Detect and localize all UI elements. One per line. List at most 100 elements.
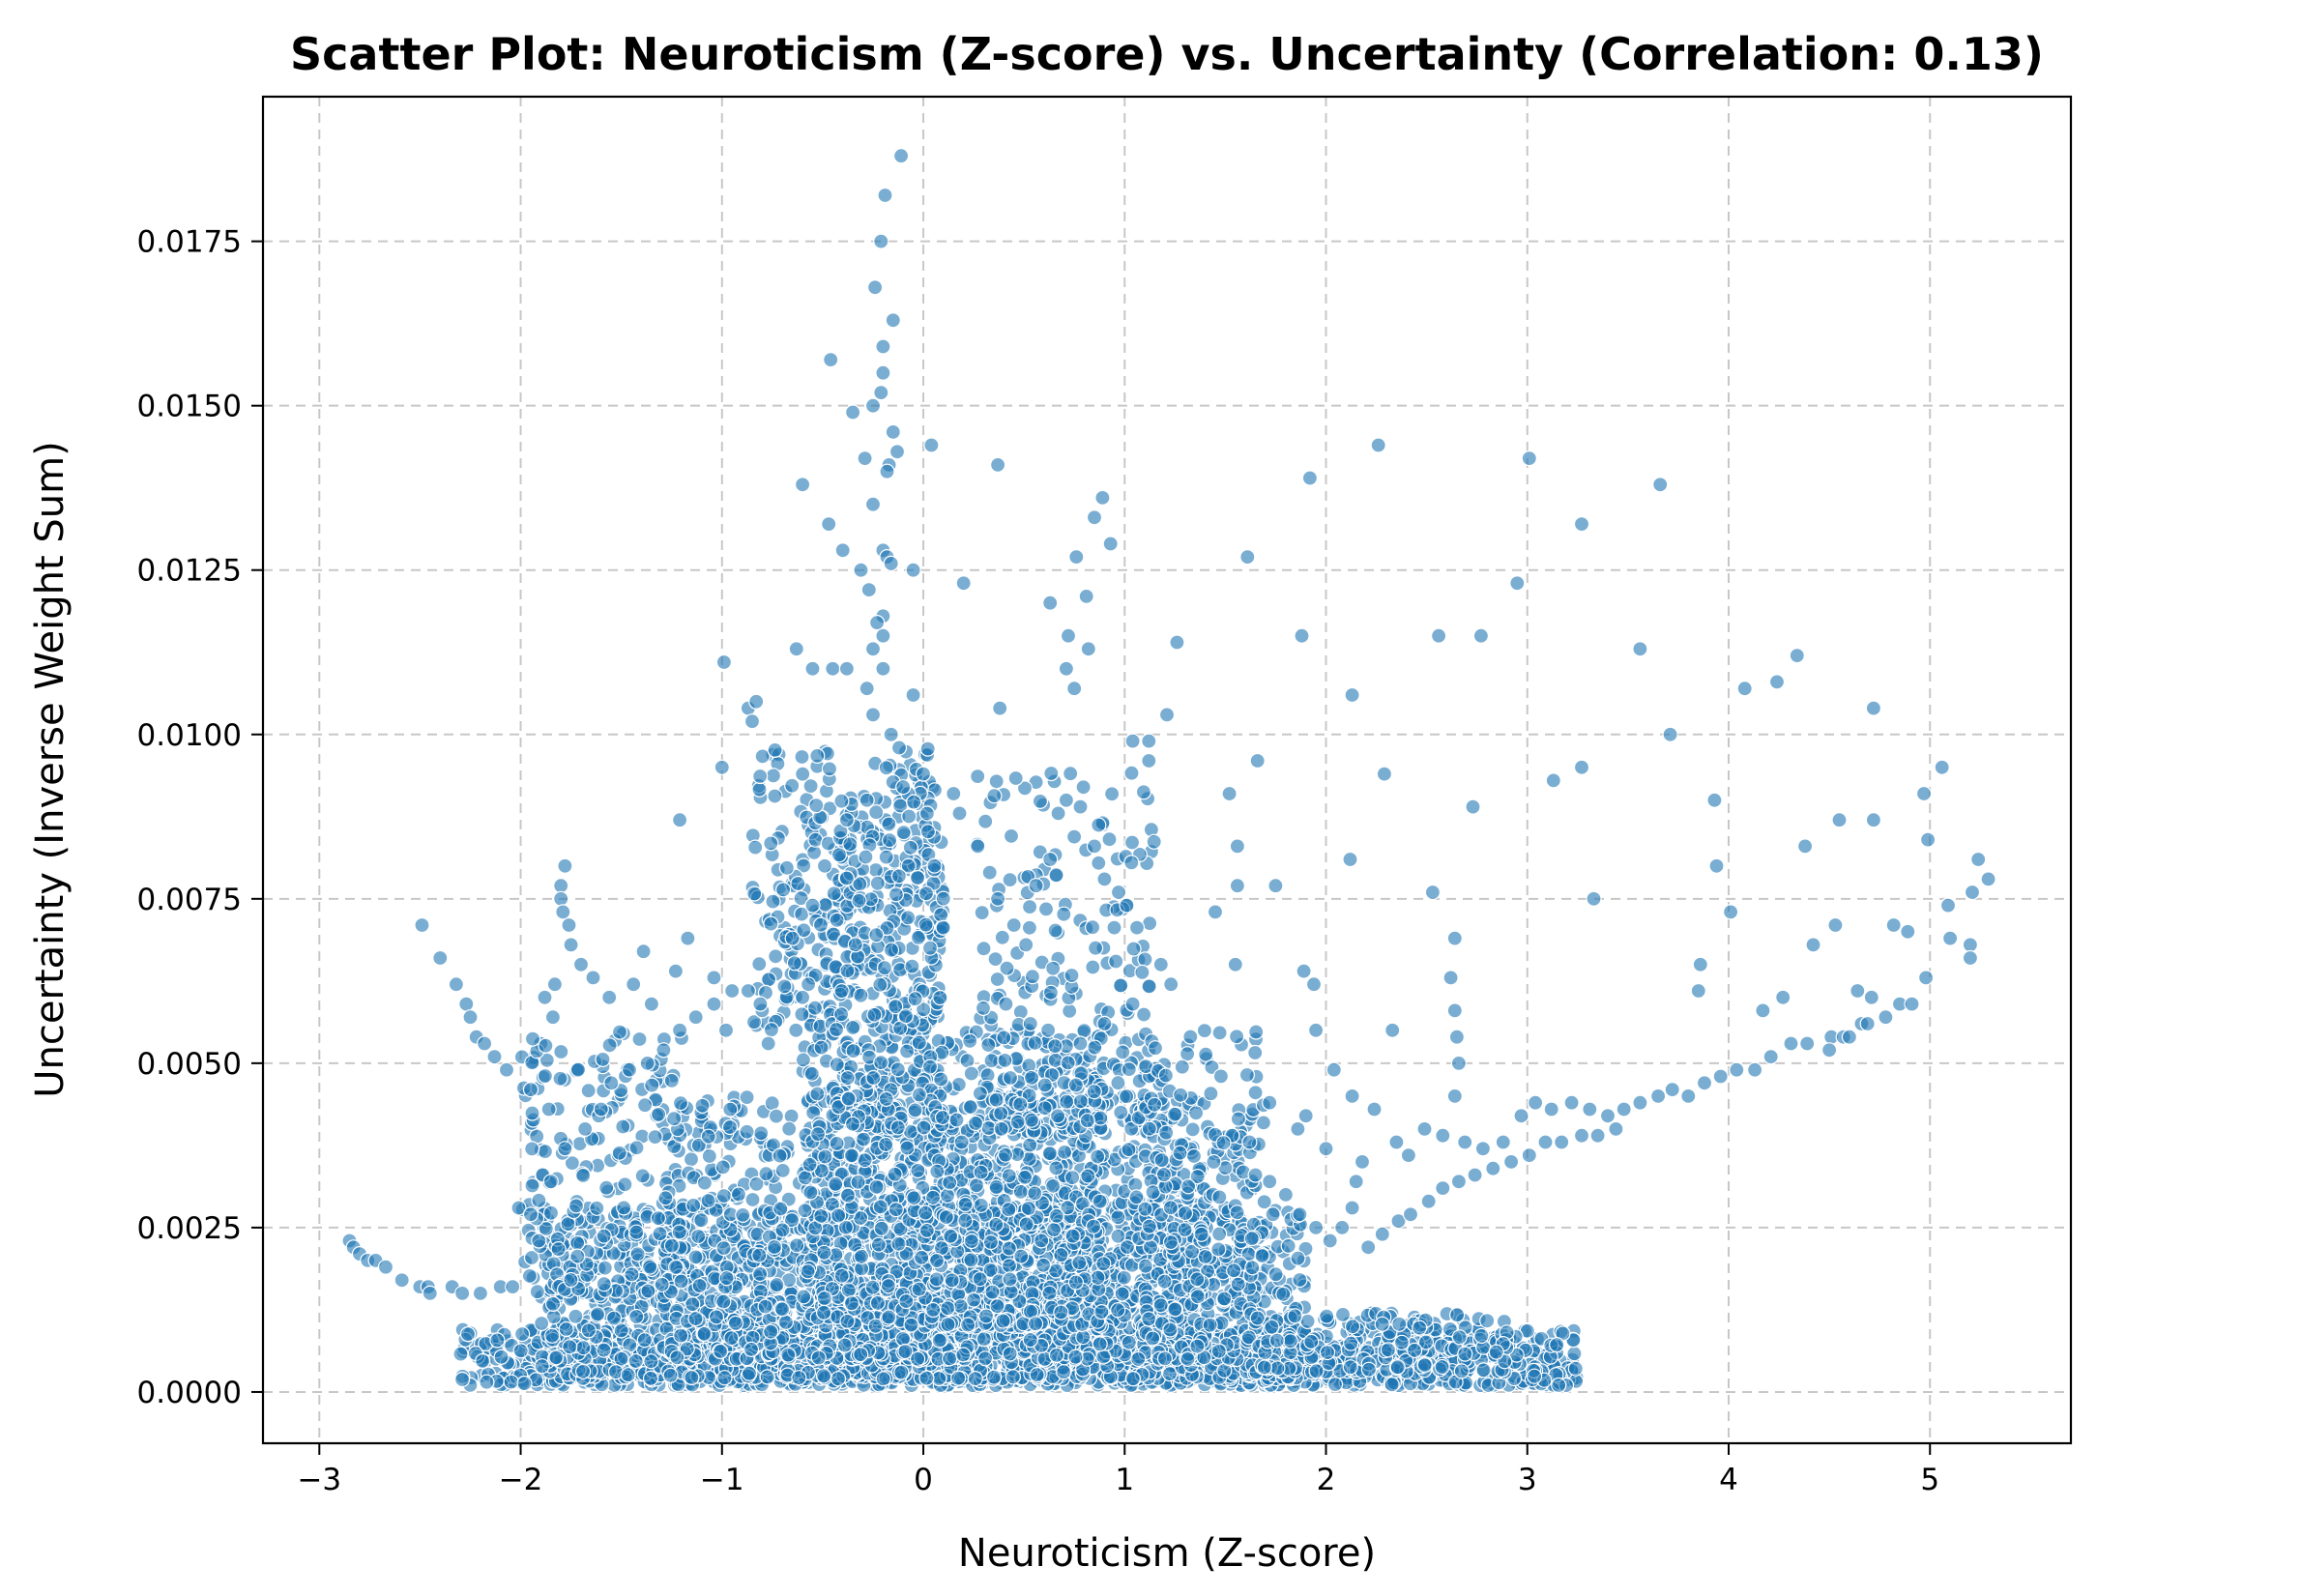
scatter-point — [789, 1237, 805, 1254]
scatter-point — [1071, 1255, 1088, 1271]
scatter-point — [963, 1252, 979, 1268]
scatter-point — [730, 1186, 747, 1203]
scatter-point — [1035, 1257, 1052, 1273]
scatter-point — [708, 1309, 725, 1325]
scatter-point — [903, 1317, 919, 1333]
scatter-point — [544, 1295, 562, 1313]
scatter-point — [1002, 1346, 1018, 1362]
scatter-point — [914, 1249, 930, 1266]
scatter-point — [690, 1228, 707, 1245]
scatter-point — [833, 1267, 850, 1284]
scatter-point — [1029, 1366, 1045, 1383]
scatter-point — [853, 1248, 870, 1264]
scatter-point — [918, 1370, 935, 1386]
scatter-point — [836, 1337, 853, 1353]
scatter-point — [452, 1346, 469, 1362]
scatter-point — [1005, 1369, 1022, 1385]
scatter-point — [1292, 1271, 1308, 1289]
scatter-point — [1048, 1347, 1065, 1364]
scatter-point — [783, 1108, 800, 1124]
scatter-point — [797, 1170, 814, 1186]
scatter-point — [1124, 1371, 1141, 1387]
scatter-point — [759, 1369, 775, 1385]
scatter-point — [1549, 1336, 1565, 1353]
scatter-point — [1016, 1169, 1034, 1186]
scatter-point — [1027, 1185, 1043, 1202]
scatter-point — [1012, 1183, 1029, 1201]
scatter-point — [513, 1325, 531, 1343]
scatter-point — [715, 1293, 732, 1310]
scatter-point — [976, 1350, 994, 1367]
scatter-point — [1045, 1177, 1062, 1194]
scatter-point — [1067, 1349, 1084, 1365]
scatter-point — [875, 1371, 891, 1387]
scatter-point — [716, 1370, 733, 1386]
scatter-point — [454, 1371, 471, 1388]
scatter-point — [534, 1315, 550, 1332]
scatter-point — [758, 1166, 774, 1182]
scatter-point — [636, 1332, 653, 1349]
scatter-point — [751, 1265, 769, 1283]
scatter-point — [620, 1367, 636, 1383]
scatter-point — [1121, 1334, 1137, 1350]
scatter-point — [683, 1151, 700, 1168]
scatter-point — [543, 1327, 561, 1344]
scatter-point — [1384, 1377, 1400, 1393]
scatter-point — [744, 1191, 761, 1208]
scatter-point — [887, 1166, 903, 1182]
scatter-point — [503, 1374, 519, 1390]
scatter-point — [669, 1349, 685, 1366]
scatter-point — [813, 1039, 830, 1056]
scatter-point — [973, 1197, 989, 1213]
scatter-points — [341, 148, 1996, 1394]
scatter-point — [955, 1347, 972, 1363]
scatter-point — [1119, 1238, 1136, 1256]
scatter-point — [613, 1350, 629, 1367]
scatter-point — [909, 1350, 926, 1367]
scatter-point — [873, 1220, 889, 1236]
scatter-point — [780, 1347, 797, 1363]
scatter-point — [735, 1206, 751, 1224]
scatter-point — [743, 1341, 760, 1358]
scatter-point — [1184, 1121, 1201, 1138]
scatter-point — [839, 1313, 856, 1330]
scatter-point — [773, 1301, 791, 1318]
scatter-point — [1022, 1331, 1038, 1349]
scatter-point — [774, 1222, 791, 1238]
scatter-point — [843, 1147, 859, 1164]
scatter-point — [1116, 1269, 1132, 1286]
scatter-point — [774, 1162, 791, 1179]
scatter-point — [1022, 1137, 1038, 1153]
scatter-point — [696, 1175, 714, 1191]
scatter-point — [1121, 1141, 1137, 1158]
scatter-point — [739, 1123, 755, 1140]
scatter-point — [1056, 1364, 1072, 1380]
scatter-point — [910, 1162, 926, 1179]
scatter-point — [1080, 1168, 1096, 1184]
scatter-point — [757, 1298, 773, 1315]
scatter-point — [967, 1370, 983, 1387]
scatter-point — [796, 1289, 812, 1305]
scatter-point — [1567, 1360, 1584, 1377]
scatter-point — [727, 1315, 744, 1332]
scatter-point — [968, 1177, 985, 1194]
scatter-point — [1090, 1148, 1106, 1165]
scatter-point — [942, 1350, 958, 1367]
scatter-point — [963, 1065, 979, 1082]
scatter-point — [714, 1159, 731, 1175]
scatter-point — [1267, 1266, 1284, 1283]
scatter-point — [1114, 1286, 1130, 1302]
scatter-point — [769, 1276, 785, 1293]
scatter-point — [722, 1101, 739, 1117]
scatter-point — [976, 1330, 992, 1348]
scatter-point — [802, 1184, 819, 1201]
scatter-point — [700, 1192, 716, 1209]
scatter-point — [562, 1339, 578, 1355]
scatter-point — [693, 1212, 710, 1229]
scatter-point — [959, 1053, 976, 1069]
scatter-point — [684, 1369, 700, 1386]
scatter-point — [613, 1322, 629, 1339]
scatter-point — [1326, 1376, 1344, 1393]
